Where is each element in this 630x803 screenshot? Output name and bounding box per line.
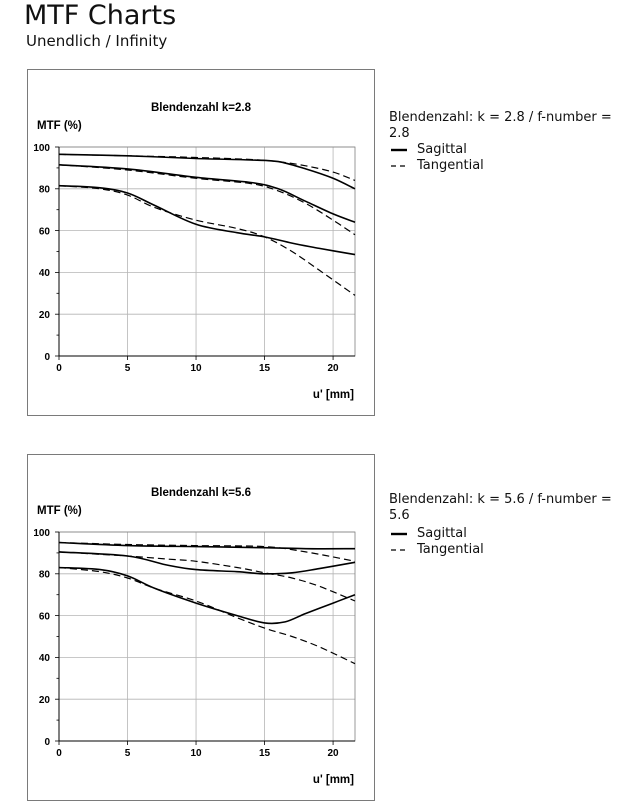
tangential-series-line	[58, 153, 356, 181]
y-tick-label: 80	[39, 570, 51, 581]
y-tick-label: 0	[44, 352, 50, 363]
x-tick-label: 0	[56, 748, 62, 759]
sagittal-series-line	[58, 551, 356, 575]
legend-sagittal: Sagittal	[389, 142, 484, 158]
legend-label: Tangential	[417, 542, 484, 557]
legend-label: Tangential	[417, 158, 484, 173]
mtf-chart-f5-6: Blendenzahl k=5.6 MTF (%) u' [mm] 0 20 40 60 80…	[27, 454, 375, 801]
y-tick-label: 20	[39, 310, 51, 321]
sagittal-series-line	[58, 566, 356, 625]
x-tick-label: 20	[328, 363, 340, 374]
y-tick-label: 20	[39, 695, 51, 706]
legend-tangential: Tangential	[389, 542, 484, 558]
tangential-series-line	[58, 541, 356, 562]
sagittal-series-line	[58, 184, 356, 256]
legend-sagittal: Sagittal	[389, 526, 484, 542]
legend-label: Sagittal	[417, 142, 467, 157]
dashed-line-swatch	[391, 549, 409, 551]
y-tick-label: 40	[39, 653, 51, 664]
mtf-chart-f2-8: Blendenzahl k=2.8 MTF (%) u' [mm] 0 20 40 60 80…	[27, 69, 375, 416]
chart-title: Blendenzahl k=5.6	[151, 487, 251, 499]
legend: Sagittal Tangential	[389, 142, 484, 174]
sagittal-series-line	[58, 164, 356, 223]
sagittal-series-line	[58, 153, 356, 190]
tangential-series-line	[58, 185, 356, 296]
y-tick-label: 100	[33, 143, 50, 154]
x-tick-label: 10	[190, 748, 202, 759]
mtf-chart-svg: Blendenzahl k=2.8 MTF (%) u' [mm] 0 20 40 60 80…	[33, 102, 356, 401]
tangential-series-line	[58, 566, 356, 665]
tangential-series-line	[58, 551, 356, 602]
aperture-note: Blendenzahl: k = 2.8 / f-number = 2.8	[389, 110, 612, 141]
dashed-line-swatch	[391, 165, 409, 167]
x-tick-label: 5	[125, 363, 131, 374]
y-tick-label: 60	[39, 611, 51, 622]
x-axis-label: u' [mm]	[313, 774, 354, 786]
solid-line-swatch	[391, 148, 407, 152]
x-tick-label: 5	[125, 748, 131, 759]
legend-label: Sagittal	[417, 526, 467, 541]
y-tick-label: 0	[44, 737, 50, 748]
y-tick-label: 40	[39, 268, 51, 279]
aperture-note: Blendenzahl: k = 5.6 / f-number = 5.6	[389, 492, 612, 523]
x-tick-label: 20	[328, 748, 340, 759]
x-tick-label: 15	[259, 748, 271, 759]
y-tick-label: 60	[39, 226, 51, 237]
page-title: MTF Charts	[24, 0, 177, 31]
x-tick-label: 15	[259, 363, 271, 374]
x-tick-label: 10	[190, 363, 202, 374]
page-subtitle: Unendlich / Infinity	[26, 32, 168, 50]
y-tick-label: 80	[39, 185, 51, 196]
tangential-series-line	[58, 164, 356, 236]
sagittal-series-line	[58, 541, 356, 550]
x-axis-label: u' [mm]	[313, 389, 354, 401]
x-tick-label: 0	[56, 363, 62, 374]
y-axis-label: MTF (%)	[37, 120, 82, 132]
solid-line-swatch	[391, 532, 407, 536]
y-tick-label: 100	[33, 528, 50, 539]
chart-title: Blendenzahl k=2.8	[151, 102, 252, 114]
legend: Sagittal Tangential	[389, 526, 484, 558]
y-axis-label: MTF (%)	[37, 505, 82, 517]
legend-tangential: Tangential	[389, 158, 484, 174]
mtf-chart-svg: Blendenzahl k=5.6 MTF (%) u' [mm] 0 20 40 60 80…	[33, 487, 356, 786]
